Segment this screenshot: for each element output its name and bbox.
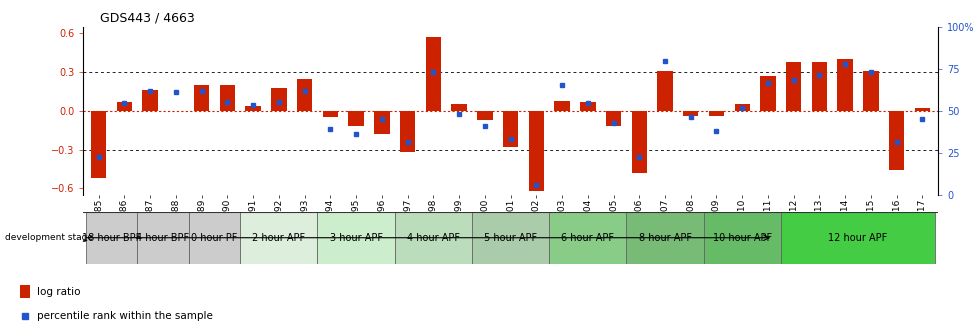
- Bar: [271, 88, 287, 111]
- Bar: [399, 111, 415, 152]
- Text: 2 hour APF: 2 hour APF: [252, 233, 305, 243]
- Text: 4 hour APF: 4 hour APF: [407, 233, 460, 243]
- Text: 10 hour APF: 10 hour APF: [712, 233, 771, 243]
- Bar: [348, 111, 364, 126]
- Bar: [811, 62, 826, 111]
- Bar: [554, 100, 569, 111]
- Bar: [240, 212, 317, 264]
- Bar: [476, 111, 492, 120]
- Bar: [631, 111, 646, 173]
- Bar: [528, 111, 544, 191]
- Bar: [425, 37, 441, 111]
- Bar: [626, 212, 703, 264]
- Bar: [471, 212, 549, 264]
- Bar: [579, 102, 595, 111]
- Bar: [317, 212, 394, 264]
- Text: GDS443 / 4663: GDS443 / 4663: [100, 11, 195, 24]
- Text: 3 hour APF: 3 hour APF: [330, 233, 382, 243]
- Text: 8 hour APF: 8 hour APF: [638, 233, 690, 243]
- Bar: [142, 90, 157, 111]
- Bar: [20, 285, 30, 298]
- Bar: [116, 102, 132, 111]
- Bar: [605, 111, 621, 126]
- Bar: [656, 71, 672, 111]
- Bar: [296, 79, 312, 111]
- Bar: [245, 106, 260, 111]
- Bar: [760, 76, 775, 111]
- Text: 5 hour APF: 5 hour APF: [483, 233, 537, 243]
- Bar: [785, 62, 801, 111]
- Bar: [451, 104, 467, 111]
- Bar: [888, 111, 904, 170]
- Text: 12 hour APF: 12 hour APF: [827, 233, 887, 243]
- Bar: [708, 111, 724, 116]
- Bar: [91, 111, 107, 178]
- Bar: [683, 111, 697, 116]
- Bar: [549, 212, 626, 264]
- Bar: [374, 111, 389, 134]
- Bar: [219, 85, 235, 111]
- Bar: [913, 108, 929, 111]
- Text: 0 hour PF: 0 hour PF: [191, 233, 238, 243]
- Text: 4 hour BPF: 4 hour BPF: [136, 233, 190, 243]
- Bar: [836, 59, 852, 111]
- Bar: [734, 104, 749, 111]
- Bar: [503, 111, 517, 147]
- Text: log ratio: log ratio: [36, 287, 80, 297]
- Bar: [703, 212, 780, 264]
- Bar: [780, 212, 934, 264]
- Bar: [194, 85, 209, 111]
- Text: 18 hour BPF: 18 hour BPF: [82, 233, 141, 243]
- Bar: [323, 111, 337, 117]
- Bar: [189, 212, 240, 264]
- Text: development stage: development stage: [5, 233, 93, 242]
- Bar: [863, 71, 878, 111]
- Text: percentile rank within the sample: percentile rank within the sample: [36, 310, 212, 321]
- Bar: [137, 212, 189, 264]
- Bar: [394, 212, 471, 264]
- Text: 6 hour APF: 6 hour APF: [560, 233, 613, 243]
- Bar: [86, 212, 137, 264]
